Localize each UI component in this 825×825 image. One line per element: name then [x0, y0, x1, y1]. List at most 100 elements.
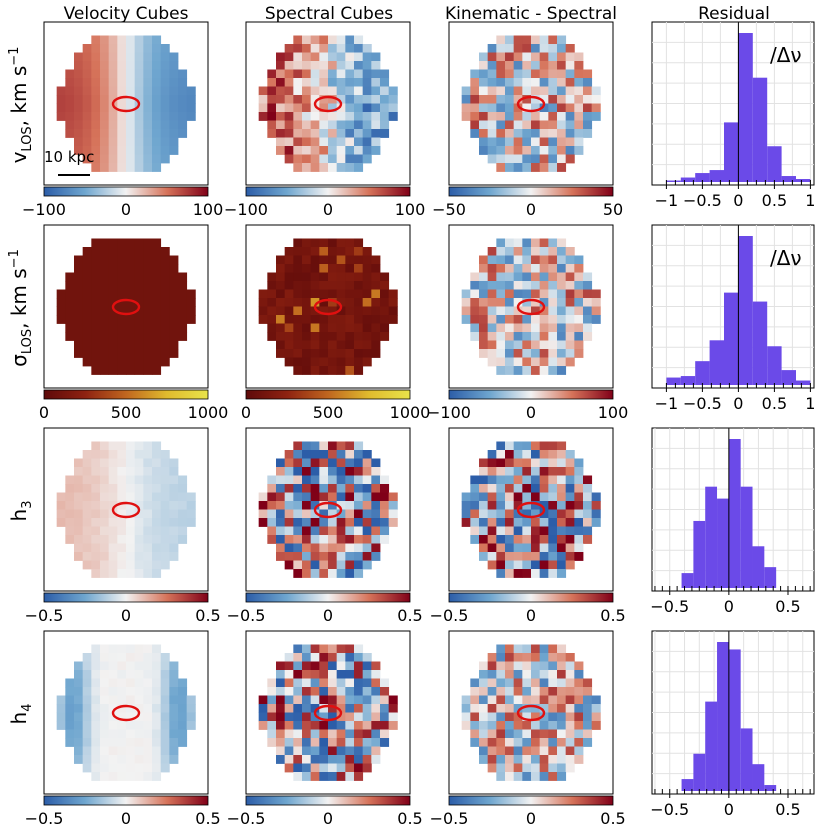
heatmap-cell	[328, 137, 338, 147]
heatmap-cell	[310, 146, 320, 155]
heatmap-cell	[574, 349, 584, 358]
heatmap-cell	[276, 129, 286, 138]
heatmap-cell	[470, 315, 480, 324]
hist-bar	[705, 701, 718, 791]
heatmap-cell	[169, 52, 179, 62]
heatmap-cell	[310, 552, 320, 561]
heatmap-cell	[100, 484, 110, 493]
heatmap-cell	[539, 678, 549, 688]
heatmap-cell	[160, 349, 170, 358]
heatmap-cell	[143, 712, 153, 722]
heatmap-cell	[479, 86, 489, 96]
heatmap-cell	[557, 560, 567, 570]
heatmap-cell	[531, 704, 541, 713]
heatmap-cell	[479, 61, 489, 70]
heatmap-cell	[143, 120, 153, 130]
heatmap-cell	[565, 349, 575, 358]
hist-bar	[796, 380, 811, 385]
hist-bar	[680, 177, 696, 182]
heatmap-cell	[362, 467, 372, 476]
heatmap-cell	[354, 61, 364, 70]
colorbar-tick-label: −0.5	[227, 606, 266, 625]
heatmap-cell	[152, 69, 162, 79]
heatmap-cell	[152, 163, 162, 172]
heatmap-cell	[302, 112, 312, 121]
heatmap-cell	[470, 721, 480, 730]
heatmap-cell	[531, 366, 541, 375]
heatmap-cell	[178, 332, 188, 341]
heatmap-cell	[479, 272, 489, 282]
heatmap-cell	[345, 289, 355, 299]
heatmap-cell	[505, 86, 515, 96]
heatmap-cell	[371, 332, 381, 341]
heatmap-cell	[117, 484, 127, 493]
heatmap-cell	[362, 349, 372, 358]
heatmap-cell	[583, 289, 593, 299]
heatmap-cell	[574, 712, 584, 722]
heatmap-cell	[354, 340, 364, 350]
heatmap-cell	[284, 78, 294, 87]
heatmap-cell	[117, 238, 127, 248]
heatmap-cell	[539, 543, 549, 553]
heatmap-cell	[487, 289, 497, 299]
heatmap-cell	[591, 712, 601, 722]
heatmap-cell	[126, 441, 136, 451]
heatmap-cell	[169, 484, 179, 493]
heatmap-cell	[293, 52, 303, 62]
heatmap-cells	[56, 644, 196, 781]
heatmap-cell	[160, 670, 170, 679]
heatmap-cell	[345, 247, 355, 256]
heatmap-cell	[319, 44, 329, 53]
heatmap-cell	[336, 763, 346, 773]
heatmap-cell	[65, 272, 75, 282]
heatmap-cell	[152, 103, 162, 113]
colorbar-tick-label: −0.5	[25, 606, 64, 625]
heatmap-cell	[487, 86, 497, 96]
heatmap-cell	[100, 670, 110, 679]
heatmap-cell	[169, 458, 179, 468]
heatmap-cell	[336, 475, 346, 485]
heatmap-cell	[267, 738, 277, 747]
heatmap-cell	[539, 238, 549, 248]
heatmap-cell	[583, 86, 593, 96]
heatmap-cell	[380, 518, 390, 527]
heatmap-cell	[143, 238, 153, 248]
heatmap-cell	[574, 509, 584, 519]
heatmap-cell	[574, 755, 584, 764]
heatmap-cell	[169, 349, 179, 358]
heatmap-cell	[496, 154, 506, 164]
heatmap-cell	[354, 247, 364, 256]
heatmap-cell	[479, 137, 489, 147]
heatmap-cell	[134, 501, 144, 510]
heatmap-cell	[126, 458, 136, 468]
heatmap-cells	[56, 35, 196, 172]
heatmap-cell	[557, 552, 567, 561]
colorbar: −0.5 0 0.5	[25, 795, 221, 825]
heatmap-cell	[505, 35, 515, 45]
heatmap-cell	[328, 238, 338, 248]
heatmap-cell	[284, 332, 294, 341]
heatmap-cell	[380, 332, 390, 341]
heatmap-cell	[354, 86, 364, 96]
heatmap-cell	[557, 467, 567, 476]
heatmap-cell	[328, 704, 338, 713]
heatmap-cell	[91, 772, 101, 781]
heatmap-cell	[91, 552, 101, 561]
hist-bar	[781, 370, 796, 385]
heatmap-cell	[380, 129, 390, 138]
heatmap-cell	[380, 272, 390, 282]
map-frame	[43, 427, 209, 592]
heatmap-cell	[531, 509, 541, 519]
heatmap-cell	[522, 137, 532, 147]
heatmap-cell	[513, 95, 523, 104]
heatmap-cell	[310, 501, 320, 510]
heatmap-cell	[548, 78, 558, 87]
heatmap-cell	[513, 552, 523, 561]
heatmap-cell	[310, 543, 320, 553]
heatmap-cell	[91, 69, 101, 79]
heatmap-cell	[267, 78, 277, 87]
heatmap-cell	[100, 450, 110, 459]
heatmap-cell	[336, 755, 346, 764]
heatmap-cell	[126, 44, 136, 53]
heatmap-cell	[565, 712, 575, 722]
